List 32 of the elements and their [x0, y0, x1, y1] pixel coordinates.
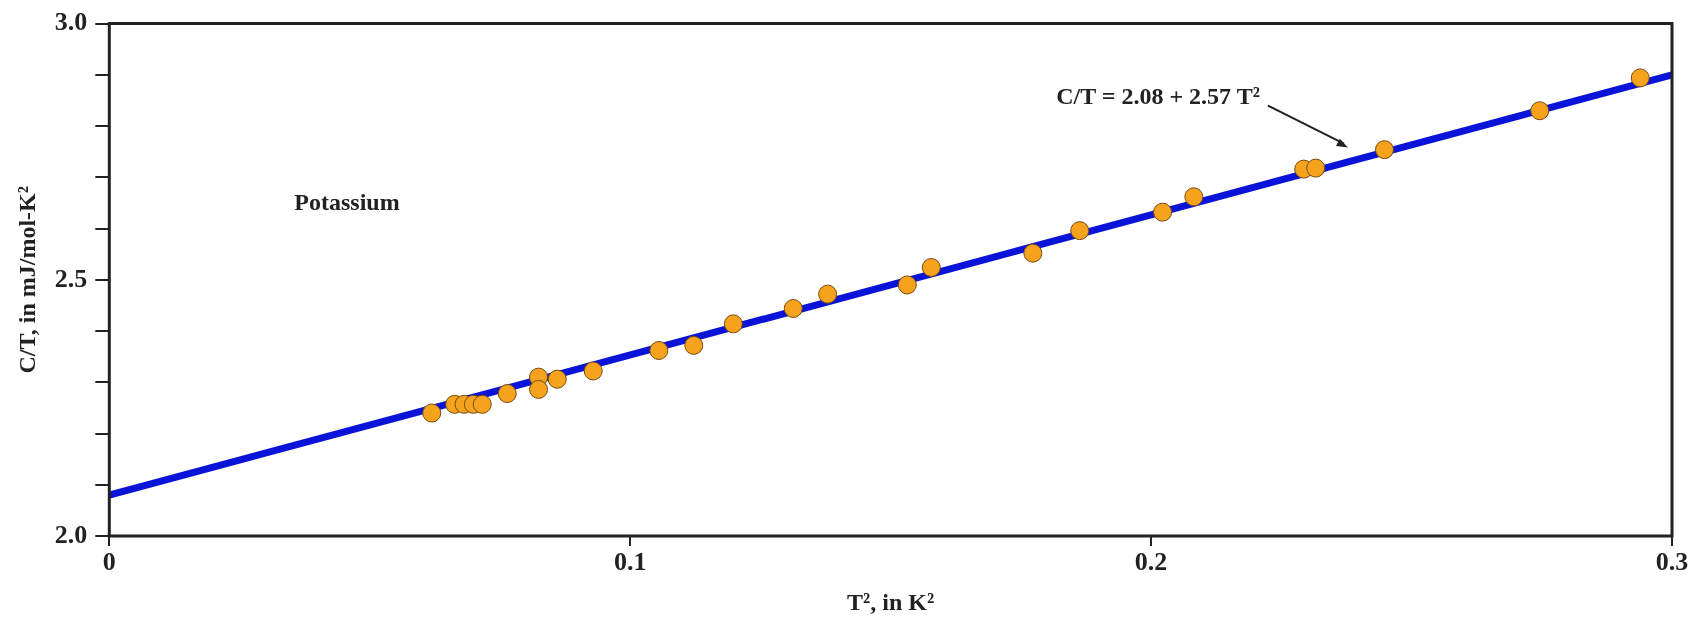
x-axis-title: T², in K² [847, 588, 935, 615]
point [547, 369, 567, 389]
annotation: Potassium [294, 188, 400, 215]
point [783, 298, 803, 318]
point [921, 258, 941, 277]
point [472, 394, 492, 414]
y-axis-title: C/T, in mJ/mol-K² [13, 186, 40, 374]
point [1070, 221, 1090, 241]
point [1023, 243, 1043, 263]
point [1306, 158, 1326, 178]
point [684, 335, 704, 355]
point [1530, 101, 1550, 121]
point [1374, 140, 1394, 160]
x-tick-label: 0.1 [613, 547, 647, 577]
x-tick-label: 0 [102, 547, 116, 577]
point [1184, 187, 1204, 207]
point [649, 341, 669, 361]
point [723, 314, 743, 334]
point [422, 403, 442, 423]
point [818, 284, 838, 304]
x-tick-label: 0.2 [1134, 547, 1168, 577]
y-tick-label: 2.0 [54, 519, 88, 549]
point [529, 379, 549, 399]
y-tick-label: 3.0 [54, 7, 88, 37]
point [1630, 68, 1650, 88]
x-tick-label: 0.3 [1655, 547, 1689, 577]
point [1153, 202, 1173, 222]
y-tick-label: 2.5 [54, 263, 88, 293]
point [897, 275, 917, 295]
point [497, 384, 517, 404]
point [583, 361, 603, 381]
annotation: C/T = 2.08 + 2.57 T² [1056, 82, 1260, 109]
